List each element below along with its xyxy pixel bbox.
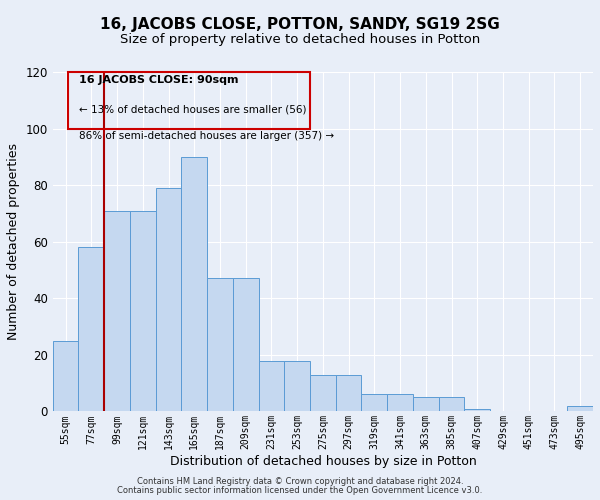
- Bar: [439, 398, 464, 411]
- Text: Size of property relative to detached houses in Potton: Size of property relative to detached ho…: [120, 32, 480, 46]
- Bar: [310, 374, 336, 412]
- Bar: [361, 394, 387, 411]
- Bar: [387, 394, 413, 411]
- Bar: [79, 248, 104, 412]
- Bar: [155, 188, 181, 412]
- Bar: [259, 360, 284, 412]
- Bar: [464, 408, 490, 412]
- Text: 16 JACOBS CLOSE: 90sqm: 16 JACOBS CLOSE: 90sqm: [79, 76, 238, 86]
- Y-axis label: Number of detached properties: Number of detached properties: [7, 143, 20, 340]
- Text: Contains public sector information licensed under the Open Government Licence v3: Contains public sector information licen…: [118, 486, 482, 495]
- Text: 16, JACOBS CLOSE, POTTON, SANDY, SG19 2SG: 16, JACOBS CLOSE, POTTON, SANDY, SG19 2S…: [100, 18, 500, 32]
- Text: 86% of semi-detached houses are larger (357) →: 86% of semi-detached houses are larger (…: [79, 132, 334, 141]
- Bar: [181, 157, 207, 411]
- X-axis label: Distribution of detached houses by size in Potton: Distribution of detached houses by size …: [170, 455, 476, 468]
- Bar: [104, 210, 130, 412]
- Bar: [336, 374, 361, 412]
- Bar: [130, 210, 155, 412]
- Bar: [568, 406, 593, 411]
- Text: Contains HM Land Registry data © Crown copyright and database right 2024.: Contains HM Land Registry data © Crown c…: [137, 477, 463, 486]
- Text: ← 13% of detached houses are smaller (56): ← 13% of detached houses are smaller (56…: [79, 104, 307, 114]
- Bar: [53, 340, 79, 411]
- Bar: [284, 360, 310, 412]
- Bar: [233, 278, 259, 411]
- Bar: [207, 278, 233, 411]
- Bar: [413, 398, 439, 411]
